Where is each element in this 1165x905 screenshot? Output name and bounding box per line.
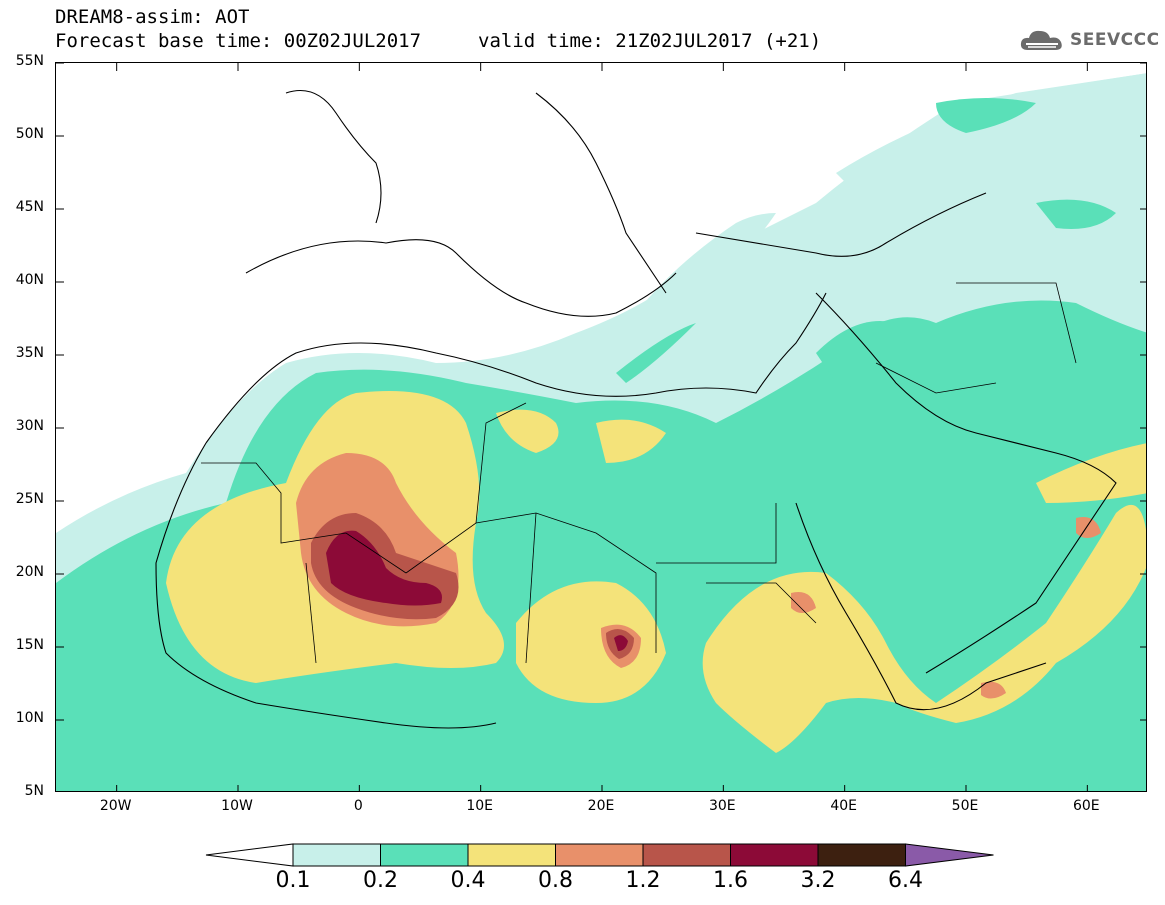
colorbar-segment: [292, 843, 381, 867]
aot-band-1.6-3.2: [326, 530, 628, 651]
aot-colorbar: [205, 843, 994, 867]
forecast-base-time: Forecast base time: 00Z02JUL2017: [55, 30, 422, 52]
lat-label: 40N: [15, 272, 44, 288]
coastlines: [155, 89, 1117, 729]
map-title: DREAM8-assim: AOT: [55, 6, 250, 28]
colorbar-segment: [817, 843, 906, 867]
colorbar-label: 1.6: [713, 868, 748, 893]
colorbar-segment: [730, 843, 819, 867]
colorbar-label: 0.2: [363, 868, 398, 893]
colorbar-label: 0.4: [450, 868, 486, 893]
lat-label: 30N: [15, 418, 44, 434]
colorbar-segment: [642, 843, 731, 867]
colorbar-segment: [467, 843, 556, 867]
lat-label: 10N: [15, 710, 44, 726]
lat-label: 55N: [15, 53, 44, 69]
lat-label: 45N: [15, 199, 44, 215]
lon-label: 10E: [466, 798, 493, 814]
lat-label: 5N: [24, 783, 44, 799]
colorbar-min-arrow: [205, 843, 294, 867]
colorbar-label: 0.8: [538, 868, 573, 893]
colorbar-segment: [555, 843, 644, 867]
lon-label: 10W: [221, 798, 253, 814]
lat-label: 15N: [15, 637, 44, 653]
lon-label: 40E: [830, 798, 857, 814]
lat-label: 50N: [15, 126, 44, 142]
lat-label: 35N: [15, 345, 44, 361]
colorbar-label: 0.1: [275, 868, 311, 893]
colorbar-label: 6.4: [888, 868, 923, 893]
lon-label: 50E: [951, 798, 979, 814]
lon-label: 0: [353, 798, 363, 814]
colorbar-segment: [380, 843, 469, 867]
logo-text: SEEVCCC: [1070, 30, 1160, 50]
country-borders: [201, 282, 1077, 664]
lon-label: 20E: [587, 798, 615, 814]
colorbar-label: 3.2: [800, 868, 836, 893]
map-panel: [55, 62, 1147, 792]
lon-label: 60E: [1072, 798, 1100, 814]
lat-label: 20N: [15, 564, 44, 580]
colorbar-label: 1.2: [625, 868, 661, 893]
cloud-icon: [1020, 30, 1062, 50]
seevccc-logo: SEEVCCC: [1018, 26, 1160, 54]
valid-time: valid time: 21Z02JUL2017 (+21): [478, 30, 822, 52]
aot-map: [56, 63, 1146, 791]
lon-label: 30E: [708, 798, 736, 814]
colorbar-max-arrow: [905, 843, 994, 867]
lon-label: 20W: [99, 798, 132, 814]
axis-ticks: [56, 63, 1146, 791]
lat-label: 25N: [15, 491, 44, 507]
